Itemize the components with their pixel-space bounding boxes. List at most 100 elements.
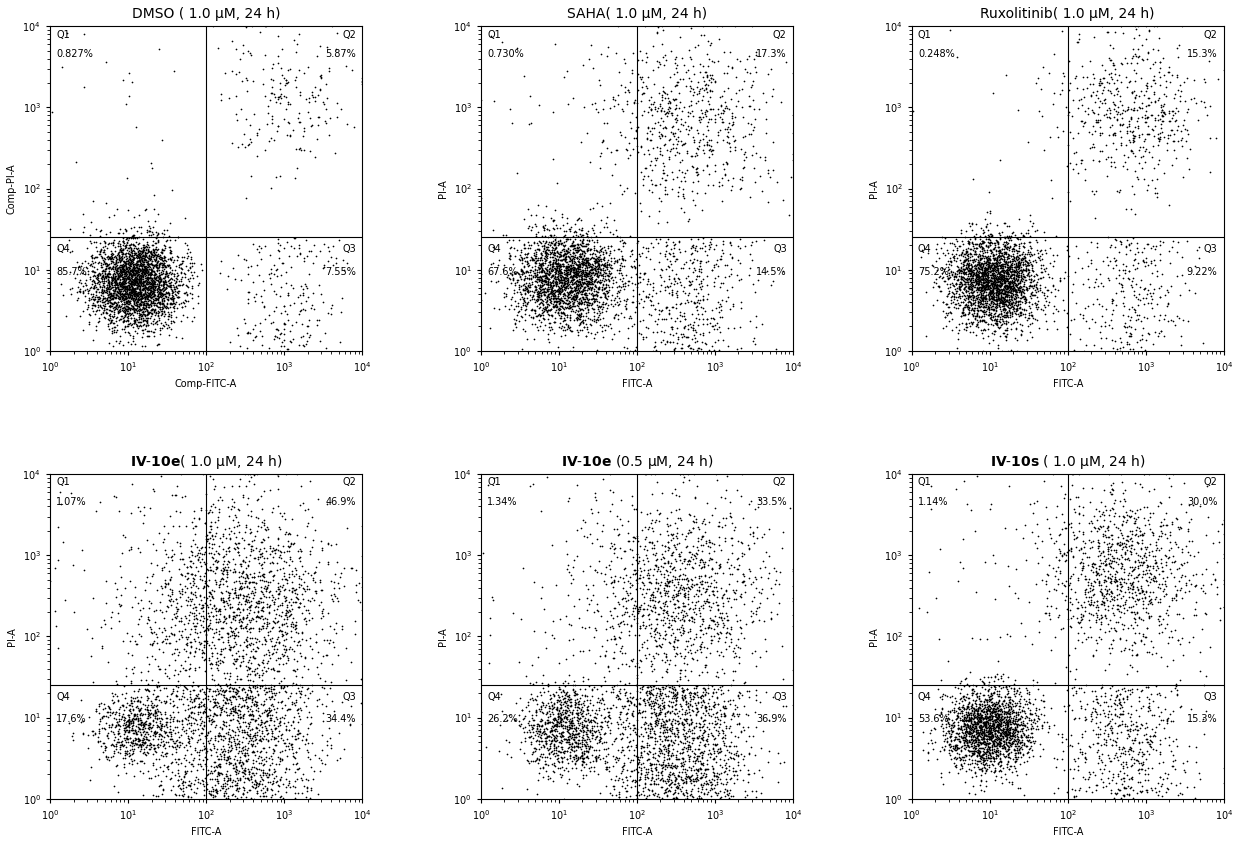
Point — [1001, 700, 1021, 713]
Point — [165, 268, 185, 281]
Point — [538, 744, 558, 757]
Point — [583, 740, 603, 754]
Point — [193, 581, 213, 594]
Point — [569, 296, 589, 310]
Point — [956, 297, 976, 311]
Point — [622, 718, 642, 732]
Point — [145, 258, 165, 272]
Point — [1073, 745, 1092, 759]
Point — [134, 252, 154, 265]
Point — [229, 525, 249, 538]
Point — [196, 487, 216, 500]
Point — [259, 586, 279, 599]
Point — [1109, 105, 1128, 118]
Point — [145, 288, 165, 301]
Point — [162, 647, 182, 661]
Point — [159, 318, 179, 332]
Point — [102, 250, 122, 263]
Point — [532, 248, 552, 262]
Point — [283, 663, 303, 677]
Point — [140, 736, 160, 749]
Point — [978, 185, 998, 198]
Point — [661, 705, 681, 718]
Point — [640, 759, 660, 772]
Point — [1147, 190, 1167, 203]
Point — [573, 252, 593, 266]
Point — [1017, 739, 1037, 753]
Point — [620, 76, 640, 89]
Point — [79, 294, 99, 307]
Point — [667, 760, 687, 773]
Point — [523, 333, 543, 346]
Point — [727, 552, 746, 565]
Point — [587, 253, 606, 267]
Point — [997, 308, 1017, 322]
Point — [616, 730, 636, 744]
Point — [325, 568, 345, 582]
Point — [228, 784, 248, 798]
Point — [546, 257, 565, 270]
Point — [608, 595, 627, 609]
Point — [277, 591, 296, 604]
Point — [692, 701, 712, 714]
Point — [155, 725, 175, 738]
Point — [556, 761, 575, 775]
Point — [978, 729, 998, 743]
Point — [968, 268, 988, 282]
Point — [952, 270, 972, 284]
Point — [226, 706, 246, 719]
Point — [196, 664, 216, 678]
Point — [1017, 739, 1037, 753]
Point — [1107, 688, 1127, 701]
Point — [978, 281, 998, 295]
Point — [1055, 733, 1075, 746]
Point — [134, 241, 154, 255]
Point — [636, 331, 656, 344]
Point — [122, 269, 141, 283]
Point — [236, 550, 255, 564]
Point — [954, 283, 973, 296]
Point — [658, 751, 678, 765]
Point — [713, 237, 733, 251]
Point — [993, 674, 1013, 688]
Point — [991, 283, 1011, 296]
Point — [1141, 566, 1161, 580]
Point — [1090, 505, 1110, 518]
Point — [141, 740, 161, 754]
Point — [1136, 752, 1156, 766]
Point — [630, 275, 650, 289]
Point — [247, 784, 267, 798]
Point — [533, 257, 553, 270]
Point — [184, 695, 203, 708]
Point — [660, 680, 680, 694]
Point — [254, 541, 274, 555]
Point — [300, 328, 320, 342]
Point — [647, 475, 667, 489]
Point — [647, 714, 667, 728]
Point — [996, 278, 1016, 291]
Point — [631, 766, 651, 780]
Point — [1118, 539, 1138, 553]
Point — [99, 718, 119, 732]
Point — [980, 261, 999, 274]
Point — [1127, 119, 1147, 133]
Point — [1032, 265, 1052, 279]
Point — [538, 769, 558, 782]
Point — [990, 322, 1009, 335]
Point — [569, 266, 589, 279]
Point — [996, 295, 1016, 308]
Point — [112, 264, 131, 278]
Point — [113, 276, 133, 289]
Point — [698, 592, 718, 605]
Point — [221, 693, 241, 706]
Point — [733, 567, 753, 581]
Point — [1009, 712, 1029, 726]
Point — [1011, 291, 1030, 305]
Point — [667, 792, 687, 805]
Point — [91, 271, 110, 284]
Point — [593, 247, 613, 261]
Point — [945, 703, 965, 717]
Point — [234, 252, 254, 265]
Point — [527, 198, 547, 212]
Point — [135, 308, 155, 322]
